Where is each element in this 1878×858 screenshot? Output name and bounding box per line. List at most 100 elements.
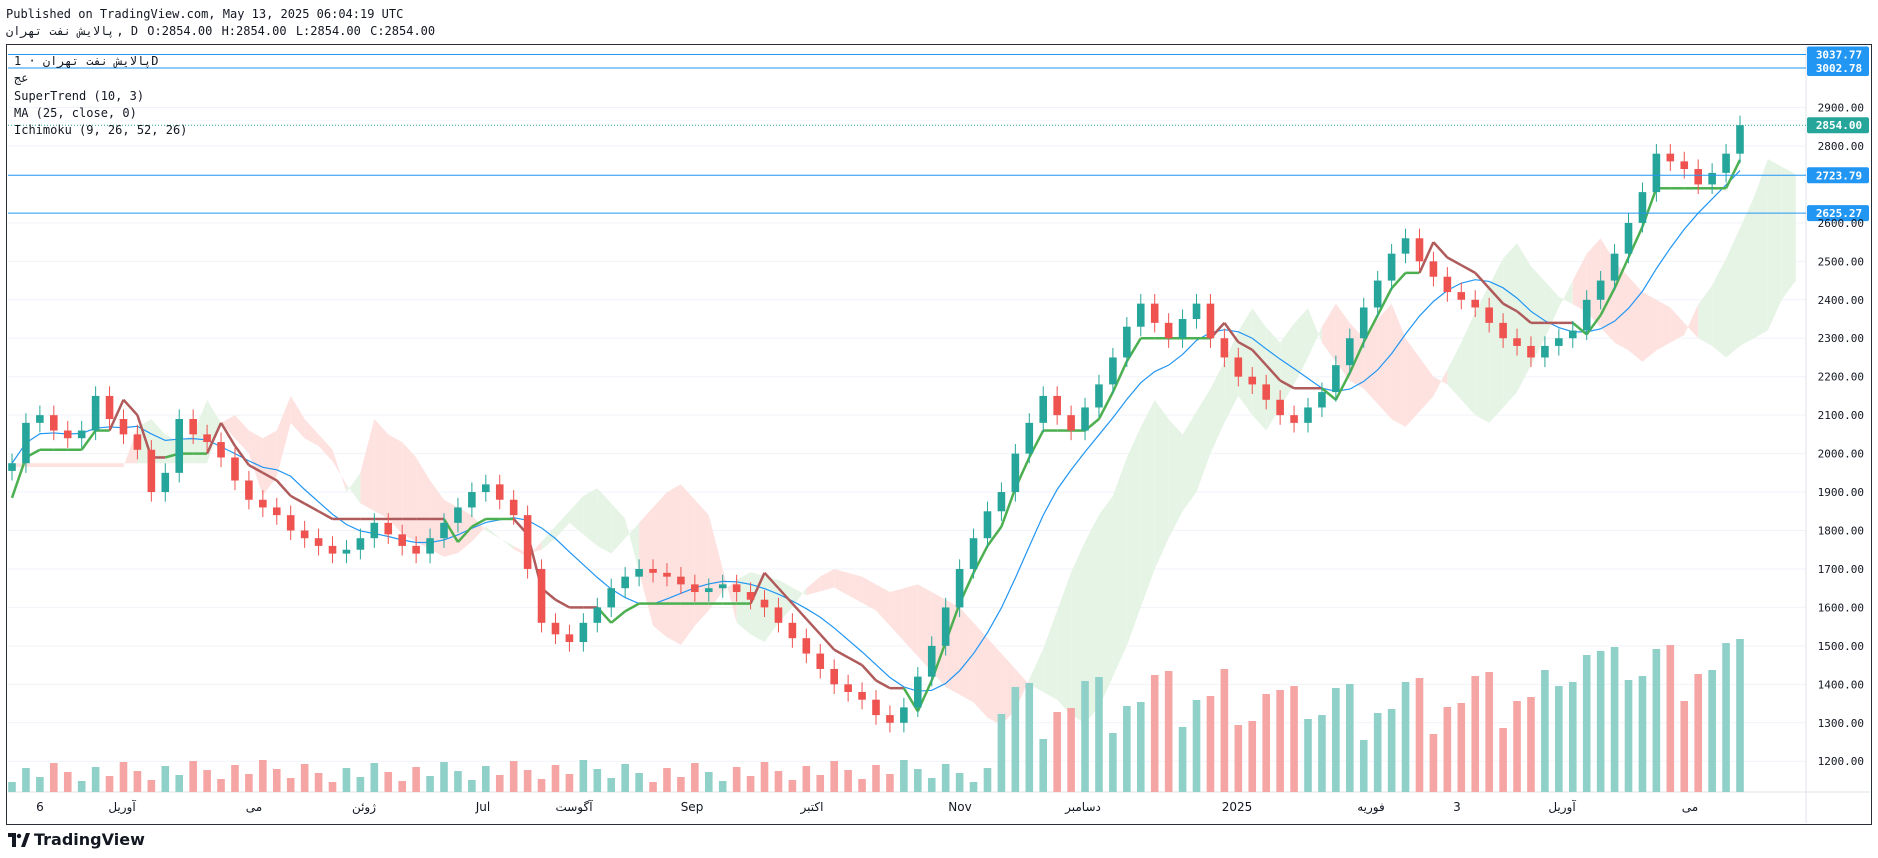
- volume-bar: [1109, 733, 1117, 792]
- ichimoku-cloud-segment: [1726, 227, 1740, 358]
- volume-bar: [1373, 713, 1382, 792]
- supertrend-segment: [304, 502, 320, 513]
- candle-body: [691, 584, 699, 593]
- chart-frame[interactable]: [6, 44, 1872, 825]
- ichimoku-cloud-segment: [750, 572, 765, 643]
- candle: [1471, 290, 1480, 318]
- candle: [1624, 213, 1633, 264]
- volume-bar: [217, 779, 225, 792]
- supertrend-segment: [610, 610, 626, 624]
- volume-bar: [1541, 670, 1549, 792]
- volume-bar: [969, 782, 978, 792]
- ichimoku-cloud-segment: [1140, 400, 1155, 608]
- candle: [523, 505, 532, 579]
- volume-bar: [1652, 649, 1661, 792]
- ichimoku-cloud-segment: [1085, 514, 1099, 723]
- ichimoku-cloud-segment: [611, 503, 626, 554]
- candle: [607, 578, 616, 618]
- candle-body: [1471, 299, 1480, 308]
- supertrend-segment: [1585, 314, 1602, 336]
- volume-bar: [1527, 697, 1535, 792]
- candle-body: [1262, 384, 1270, 400]
- supertrend-segment: [875, 679, 891, 690]
- volume-bar: [1387, 709, 1396, 792]
- candle-body: [1248, 376, 1257, 385]
- candle: [788, 613, 797, 648]
- candle-body: [1025, 422, 1034, 454]
- legend-ichimoku[interactable]: Ichimoku (9, 26, 52, 26): [14, 123, 188, 137]
- ichimoku-cloud-segment: [876, 584, 890, 626]
- ichimoku-cloud-segment: [388, 434, 403, 534]
- candle: [314, 528, 323, 556]
- volume-bar: [635, 773, 643, 792]
- volume-bar: [746, 776, 755, 792]
- candle-body: [1568, 330, 1577, 339]
- candle: [677, 567, 685, 594]
- legend-supertrend[interactable]: SuperTrend (10, 3): [14, 89, 145, 103]
- candle-body: [1443, 276, 1452, 293]
- legend-ma[interactable]: MA (25, close, 0): [14, 106, 137, 120]
- candle-body: [983, 511, 992, 539]
- candle: [732, 574, 741, 602]
- volume-bar: [342, 768, 351, 792]
- supertrend-segment: [1613, 256, 1630, 289]
- candle-body: [830, 668, 838, 685]
- candle-body: [927, 645, 936, 677]
- candle: [1680, 151, 1689, 179]
- volume-bar: [1359, 740, 1368, 792]
- supertrend-segment: [1000, 487, 1017, 528]
- supertrend-segment: [442, 518, 460, 543]
- volume-bar: [119, 762, 128, 792]
- ichimoku-cloud-segment: [1503, 243, 1518, 408]
- x-tick-label: 2025: [1222, 800, 1253, 814]
- volume-bar: [22, 768, 30, 792]
- candle-body: [1485, 307, 1493, 323]
- candle: [482, 474, 490, 502]
- candle-body: [955, 568, 964, 608]
- volume-bar: [91, 767, 100, 792]
- supertrend-segment: [819, 633, 836, 651]
- symbol-name: پالایش نفت تهران: [6, 24, 115, 38]
- candle-body: [384, 522, 393, 535]
- candle-body: [342, 549, 351, 554]
- ichimoku-cloud-segment: [304, 419, 319, 446]
- candle-body: [551, 622, 560, 635]
- volume-bar: [50, 763, 58, 792]
- volume-bar: [175, 775, 184, 792]
- supertrend-segment: [471, 517, 487, 528]
- supertrend-segment: [986, 525, 1003, 547]
- volume-bar: [1095, 677, 1103, 792]
- candle-body: [314, 538, 323, 546]
- ichimoku-cloud-segment: [402, 442, 417, 542]
- candle: [746, 582, 755, 610]
- supertrend-segment: [902, 687, 919, 712]
- candle: [1150, 294, 1159, 333]
- volume-bar: [1276, 690, 1284, 792]
- ichimoku-cloud-segment: [1684, 304, 1699, 339]
- candle-body: [1736, 125, 1744, 154]
- ichimoku-cloud-segment: [903, 584, 918, 657]
- candle: [356, 528, 365, 560]
- candle: [1722, 144, 1730, 183]
- candle-body: [1318, 392, 1326, 408]
- ichimoku-cloud-segment: [1238, 308, 1253, 416]
- ichimoku-cloud-segment: [1168, 419, 1183, 539]
- candle-body: [1220, 338, 1229, 358]
- x-tick-label: Sep: [681, 800, 704, 814]
- candle: [259, 490, 267, 518]
- volume-bar: [1304, 719, 1312, 792]
- candle-body: [133, 434, 142, 450]
- price-level-tag: [1807, 205, 1869, 222]
- volume-bar: [1401, 682, 1410, 792]
- candle-body: [36, 415, 44, 423]
- tradingview-logo[interactable]: TradingView: [8, 830, 145, 849]
- x-tick-label: آگوست: [555, 799, 593, 815]
- ichimoku-cloud-segment: [1781, 166, 1796, 300]
- candle: [1387, 244, 1396, 291]
- supertrend-segment: [1516, 310, 1532, 324]
- candle-body: [272, 507, 281, 516]
- candle: [426, 528, 434, 564]
- candle-body: [872, 699, 880, 716]
- candle: [663, 563, 671, 587]
